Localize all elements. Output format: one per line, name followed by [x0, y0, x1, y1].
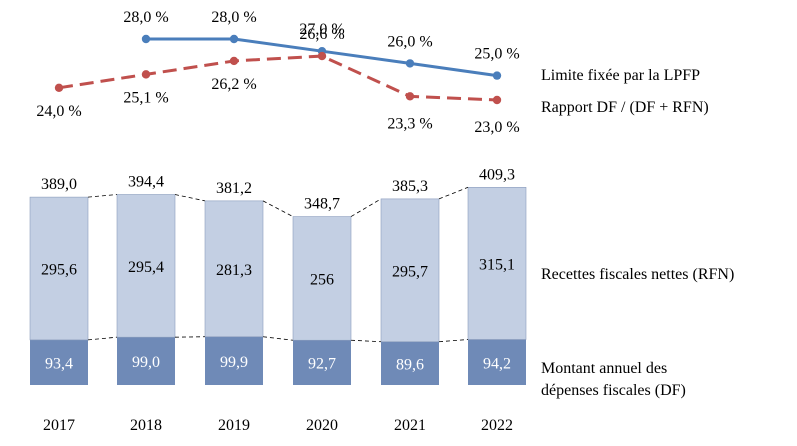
bar-df-2017 — [30, 339, 88, 385]
point-1-2021 — [405, 92, 415, 101]
bar-df-2022 — [468, 339, 526, 385]
legend-df: Montant annuel des dépenses fiscales (DF) — [541, 360, 686, 399]
label-total-2020: 348,7 — [304, 196, 340, 213]
label-df-2017: 93,4 — [45, 355, 73, 372]
label-line-1-2020: 26,6 % — [299, 26, 344, 43]
bar-rfn-2019 — [204, 200, 264, 338]
label-line-0-2022: 25,0 % — [474, 46, 519, 63]
bar-rfn-2017 — [29, 196, 89, 341]
connector-df-4 — [438, 339, 469, 343]
point-1-2018 — [141, 70, 151, 79]
label-rfn-2022: 315,1 — [479, 256, 515, 273]
label-rfn-2020: 256 — [310, 271, 334, 288]
connector-top-3 — [350, 198, 382, 217]
point-1-2022 — [492, 95, 502, 105]
point-1-2017 — [54, 83, 64, 93]
label-total-2022: 409,3 — [479, 166, 515, 183]
point-0-2018 — [141, 34, 151, 44]
point-0-2021 — [405, 59, 415, 68]
label-total-2018: 394,4 — [128, 174, 164, 191]
label-total-2019: 381,2 — [216, 180, 252, 197]
label-df-2020: 92,7 — [308, 356, 336, 373]
label-rfn-2021: 295,7 — [392, 263, 428, 280]
label-df-2021: 89,6 — [396, 356, 424, 373]
label-rfn-2018: 295,4 — [128, 259, 164, 276]
bar-rfn-2022 — [467, 187, 527, 340]
xtick-2020: 2020 — [306, 417, 338, 434]
bar-df-2021 — [381, 341, 439, 385]
connector-top-2 — [262, 200, 294, 217]
connector-top-0 — [87, 194, 118, 198]
legend-limit: Limite fixée par la LPFP — [541, 67, 700, 84]
xtick-2021: 2021 — [394, 417, 426, 434]
connector-top-4 — [438, 186, 469, 200]
bar-rfn-2020 — [292, 216, 352, 341]
label-total-2021: 385,3 — [392, 178, 428, 195]
label-line-1-2018: 25,1 % — [123, 89, 168, 106]
bar-df-2018 — [117, 337, 175, 385]
label-df-2019: 99,9 — [220, 354, 248, 371]
bar-df-2019 — [205, 336, 263, 385]
label-total-2017: 389,0 — [41, 176, 77, 193]
label-line-0-2019: 28,0 % — [211, 9, 256, 26]
xtick-2019: 2019 — [218, 417, 250, 434]
connector-top-1 — [174, 194, 206, 202]
label-line-1-2021: 23,3 % — [387, 115, 432, 132]
label-df-2018: 99,0 — [132, 354, 160, 371]
series-line-1 — [58, 54, 498, 102]
point-1-2020 — [317, 51, 327, 61]
label-line-0-2021: 26,0 % — [387, 33, 432, 50]
point-0-2019 — [229, 34, 239, 44]
bar-rfn-2021 — [380, 198, 440, 343]
point-1-2019 — [229, 56, 239, 66]
label-line-1-2017: 24,0 % — [36, 103, 81, 120]
label-line-1-2022: 23,0 % — [474, 119, 519, 136]
connector-df-0 — [87, 336, 118, 341]
label-line-1-2019: 26,2 % — [211, 76, 256, 93]
label-df-2022: 94,2 — [483, 355, 511, 372]
legend-rfn: Recettes fiscales nettes (RFN) — [541, 266, 734, 283]
bar-rfn-2018 — [116, 194, 176, 338]
bar-df-2020 — [293, 340, 351, 385]
legend-ratio: Rapport DF / (DF + RFN) — [541, 99, 709, 116]
label-line-0-2018: 28,0 % — [123, 9, 168, 26]
xtick-2022: 2022 — [481, 417, 513, 434]
connector-df-3 — [350, 339, 382, 343]
xtick-2018: 2018 — [130, 417, 162, 434]
connector-df-2 — [262, 336, 294, 341]
label-line-0-2020: 27,0 % — [299, 21, 344, 38]
label-rfn-2019: 281,3 — [216, 262, 252, 279]
point-0-2022 — [492, 71, 502, 80]
label-rfn-2017: 295,6 — [41, 262, 77, 279]
xtick-2017: 2017 — [43, 417, 75, 434]
